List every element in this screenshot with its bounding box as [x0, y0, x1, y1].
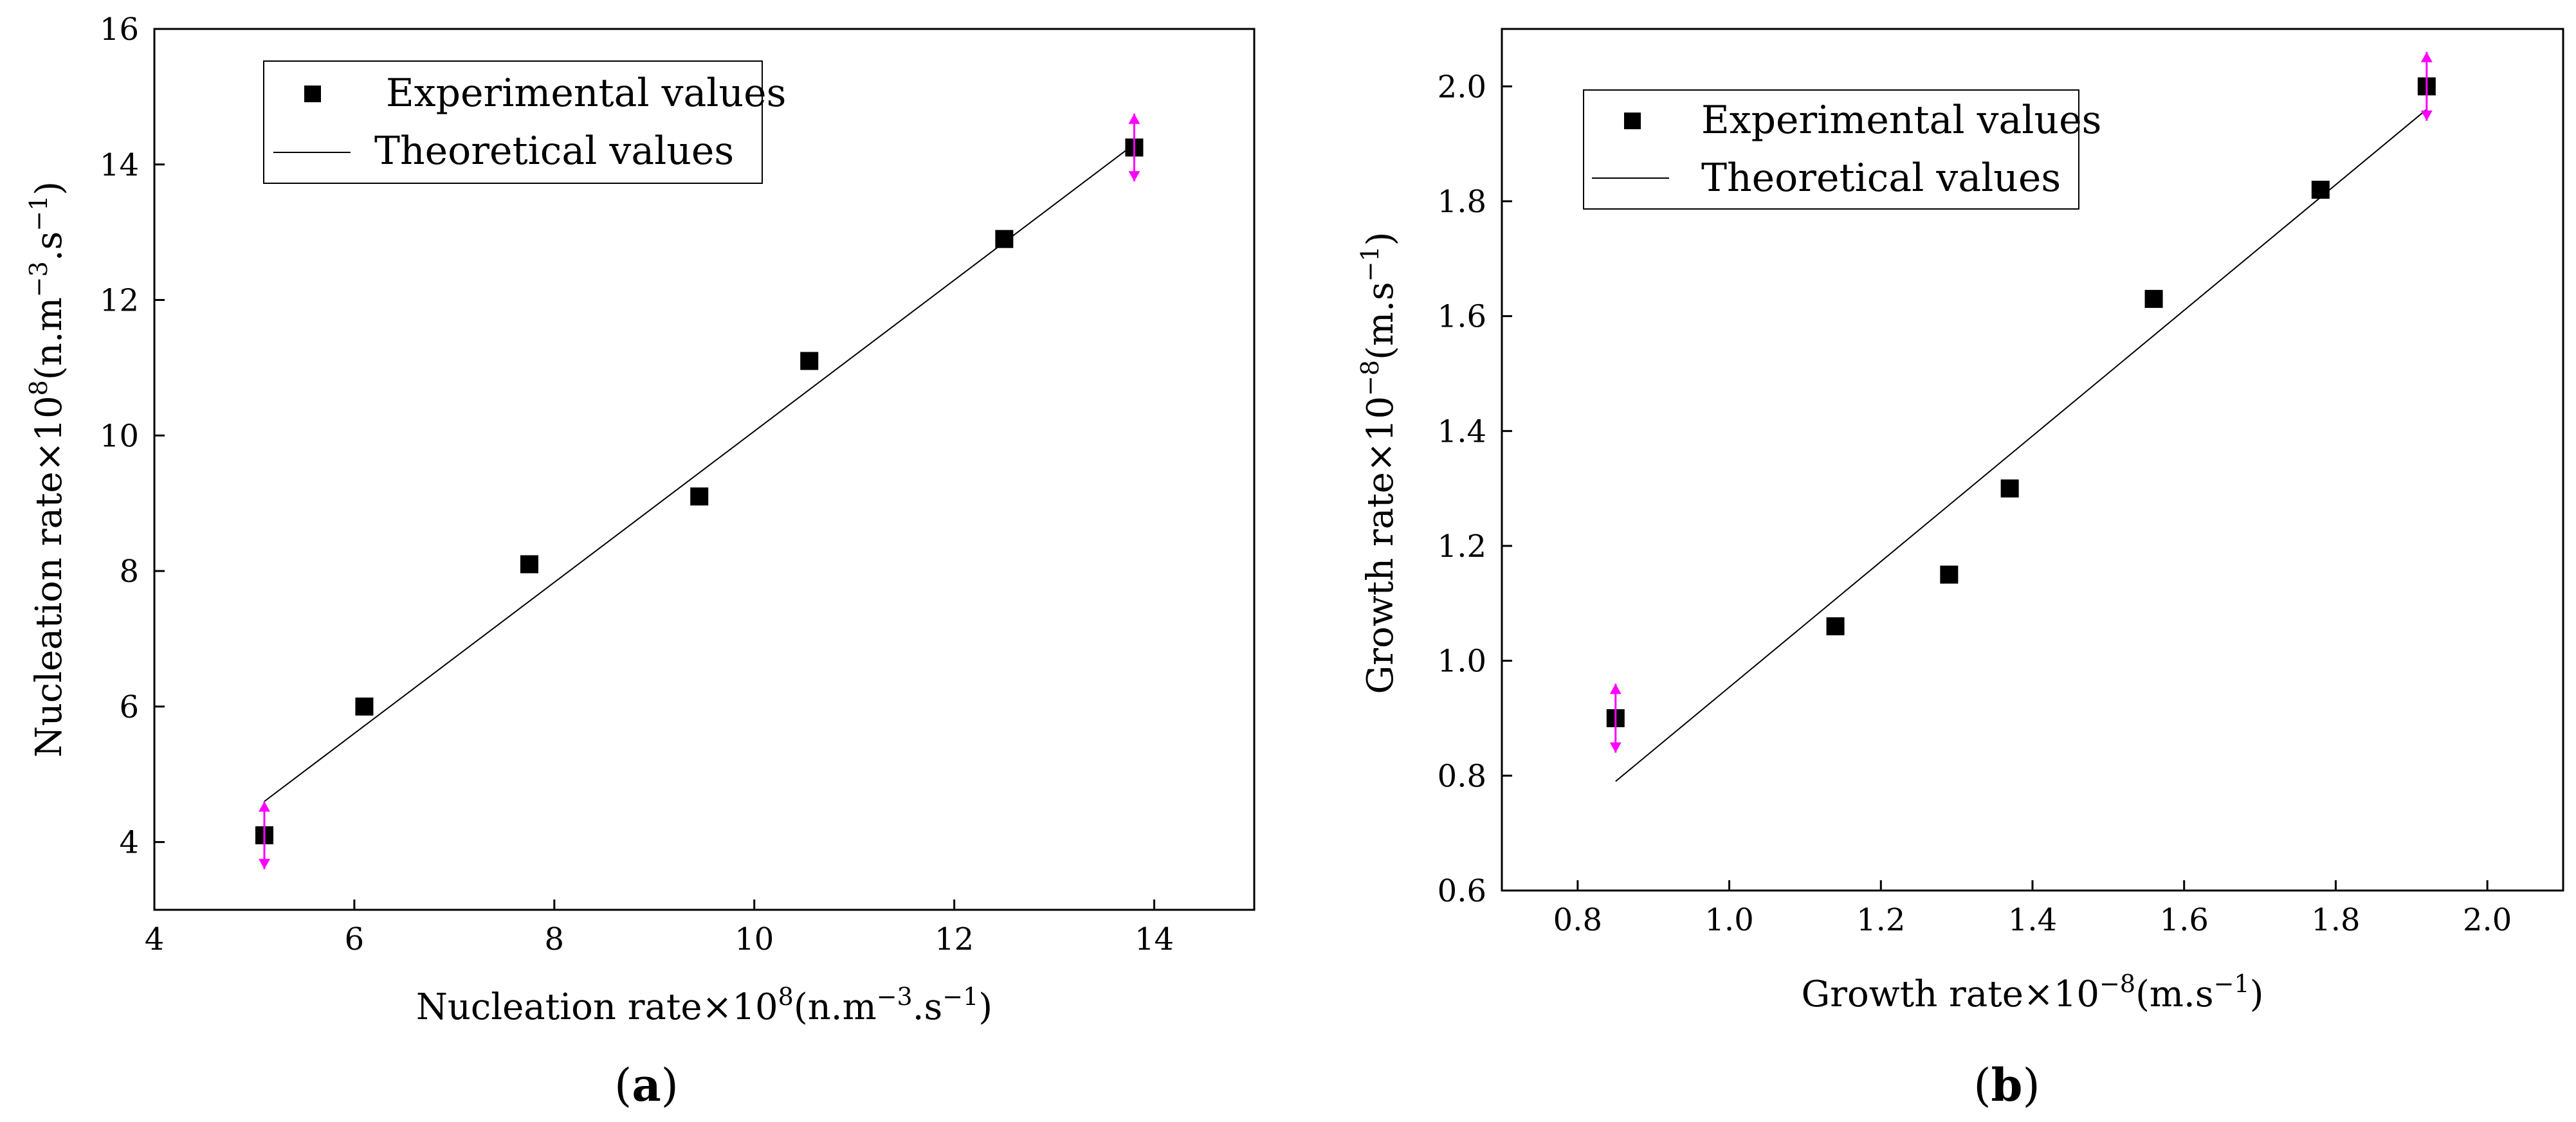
legend-box-b	[1583, 89, 2079, 210]
error-arrow-down-b	[1609, 742, 1621, 753]
y-axis-ticks-b: 0.6 0.8 1.0 1.2 1.4 1.6 1.8 2.0	[1438, 69, 1512, 909]
x-tick-label-b: 1.4	[2008, 902, 2057, 938]
x-axis-label-a: Nucleation rate×108(n.m−3.s−1)	[416, 982, 992, 1028]
experimental-point-b	[1826, 617, 1845, 636]
legend-marker-experimental-a	[304, 86, 321, 102]
experimental-point-b	[1940, 565, 1959, 584]
error-arrow-down-b	[2420, 110, 2433, 121]
y-tick-label-b: 1.4	[1438, 413, 1486, 449]
y-tick-label-b: 0.6	[1438, 873, 1486, 909]
legend-marker-experimental-b	[1624, 113, 1641, 129]
y-tick-label-a: 6	[119, 689, 139, 725]
panel-label-a: (a)	[614, 1058, 679, 1112]
legend-a: Experimental values Theoretical values	[263, 60, 786, 184]
experimental-point-a	[800, 352, 819, 370]
y-axis-label-b: Growth rate×10−8(m.s−1)	[1356, 232, 1402, 694]
x-tick-label-a: 14	[1135, 921, 1174, 957]
x-axis-label-b: Growth rate×10−8(m.s−1)	[1802, 970, 2264, 1015]
y-axis-label-a: Nucleation rate×108(n.m−3.s−1)	[24, 181, 70, 757]
x-tick-label-b: 0.8	[1553, 902, 1602, 938]
x-tick-label-a: 12	[935, 921, 974, 957]
error-arrow-down-a	[1128, 171, 1140, 182]
error-arrow-up-a	[1128, 113, 1140, 124]
experimental-point-a	[995, 230, 1014, 248]
y-tick-label-b: 1.2	[1438, 529, 1486, 565]
x-axis-ticks-b: 0.8 1.0 1.2 1.4 1.6 1.8 2.0	[1553, 880, 2512, 938]
experimental-point-a	[355, 697, 374, 716]
y-tick-label-b: 0.8	[1438, 758, 1486, 794]
x-tick-label-b: 1.6	[2160, 902, 2209, 938]
x-tick-label-b: 2.0	[2463, 902, 2512, 938]
plot-frame-a	[153, 28, 1256, 911]
x-tick-label-a: 6	[345, 921, 365, 957]
y-tick-label-b: 1.0	[1438, 644, 1486, 680]
x-axis-ticks-a: 4 6 8 10 12 14	[145, 900, 1174, 957]
error-arrow-down-a	[259, 858, 270, 869]
y-tick-label-b: 2.0	[1438, 69, 1486, 105]
experimental-point-a	[520, 555, 538, 574]
chart-panel-b: 0.8 1.0 1.2 1.4 1.6 1.8 2.0 0.6 0.8 1.0 1.2 1.4 1.6…	[1356, 28, 2564, 1112]
y-tick-label-a: 8	[119, 554, 139, 590]
error-arrow-up-b	[2420, 51, 2433, 62]
y-tick-label-a: 16	[100, 12, 139, 48]
legend-label-experimental-b: Experimental values	[1701, 98, 2101, 143]
x-tick-label-b: 1.0	[1704, 902, 1753, 938]
y-tick-label-a: 10	[100, 418, 139, 454]
x-tick-label-a: 4	[145, 921, 165, 957]
x-tick-label-b: 1.2	[1856, 902, 1905, 938]
legend-label-theoretical-a: Theoretical values	[374, 129, 734, 174]
y-axis-ticks-a: 4 6 8 10 12 14 16	[100, 12, 165, 861]
experimental-point-a	[690, 487, 709, 506]
theoretical-line-a	[264, 143, 1135, 802]
y-tick-label-b: 1.8	[1438, 184, 1486, 220]
error-arrow-up-a	[259, 801, 270, 812]
y-tick-label-a: 12	[100, 283, 139, 319]
data-marks-b	[1606, 51, 2436, 783]
theoretical-line-b	[1615, 109, 2427, 783]
x-tick-label-a: 8	[545, 921, 565, 957]
panel-label-b: (b)	[1973, 1058, 2040, 1112]
experimental-point-b	[2000, 479, 2019, 498]
x-tick-label-b: 1.8	[2311, 902, 2360, 938]
y-tick-label-a: 4	[119, 825, 139, 861]
legend-b: Experimental values Theoretical values	[1583, 89, 2101, 210]
error-arrow-up-b	[1609, 683, 1621, 694]
chart-panel-a: 4 6 8 10 12 14 4 6 8 10 12 14 16 Experimental value…	[24, 12, 1256, 1112]
y-tick-label-b: 1.6	[1438, 299, 1486, 335]
x-tick-label-a: 10	[735, 921, 774, 957]
y-tick-label-a: 14	[100, 147, 139, 183]
legend-label-experimental-a: Experimental values	[386, 71, 786, 116]
experimental-point-b	[2144, 289, 2163, 308]
legend-label-theoretical-b: Theoretical values	[1701, 156, 2061, 201]
experimental-point-b	[2311, 181, 2330, 199]
data-marks-a	[255, 113, 1144, 869]
legend-box-a	[263, 60, 763, 184]
